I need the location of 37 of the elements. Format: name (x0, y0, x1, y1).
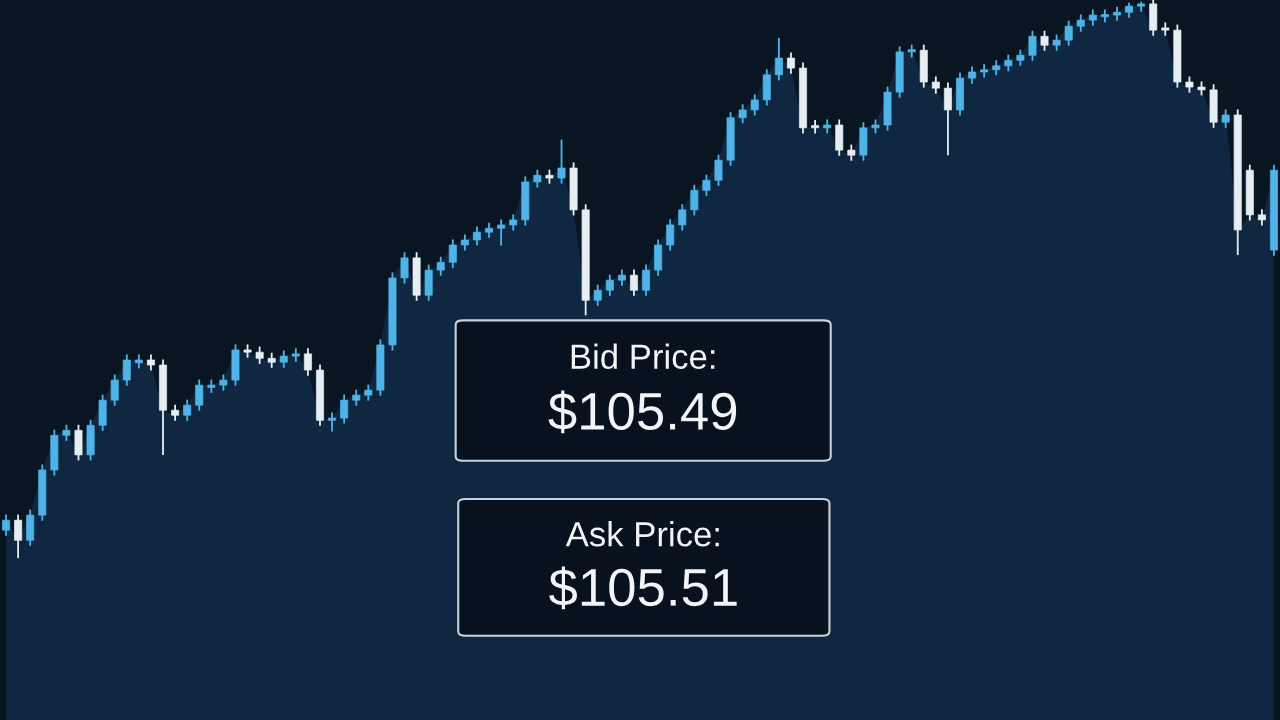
text: $105.51 (549, 566, 737, 610)
candlestick (642, 263, 651, 297)
candlestick (473, 225, 481, 247)
candlestick (2, 513, 11, 537)
candlestick (774, 37, 783, 82)
candlestick (750, 93, 759, 117)
candlestick (328, 411, 337, 433)
candlestick (183, 398, 192, 422)
candlestick (714, 153, 723, 187)
candlestick (1040, 29, 1049, 52)
candlestick (690, 183, 699, 217)
annotation: $105.49 (548, 390, 737, 434)
candlestick (1028, 29, 1037, 62)
candlestick (943, 81, 952, 157)
candlestick (605, 273, 614, 297)
candlestick (497, 218, 506, 247)
candlestick (195, 378, 204, 412)
candlestick (629, 268, 638, 297)
candlestick (1221, 108, 1230, 129)
candlestick (1064, 19, 1073, 47)
candlestick (436, 255, 445, 277)
candlestick (400, 251, 409, 285)
candlestick (303, 347, 312, 377)
candlestick (593, 283, 602, 307)
annotation: Ask Price: (565, 521, 719, 547)
candlestick (738, 103, 747, 125)
candlestick (110, 373, 119, 407)
candlestick (14, 513, 23, 560)
candlestick (340, 393, 349, 425)
candlestick (678, 203, 687, 232)
annotation: Bid Price: (571, 343, 715, 370)
candlestick (122, 353, 131, 387)
candlestick (666, 218, 675, 252)
candlestick (557, 138, 566, 185)
candlestick (786, 51, 795, 75)
candlestick (448, 238, 457, 269)
candlestick (702, 173, 711, 197)
